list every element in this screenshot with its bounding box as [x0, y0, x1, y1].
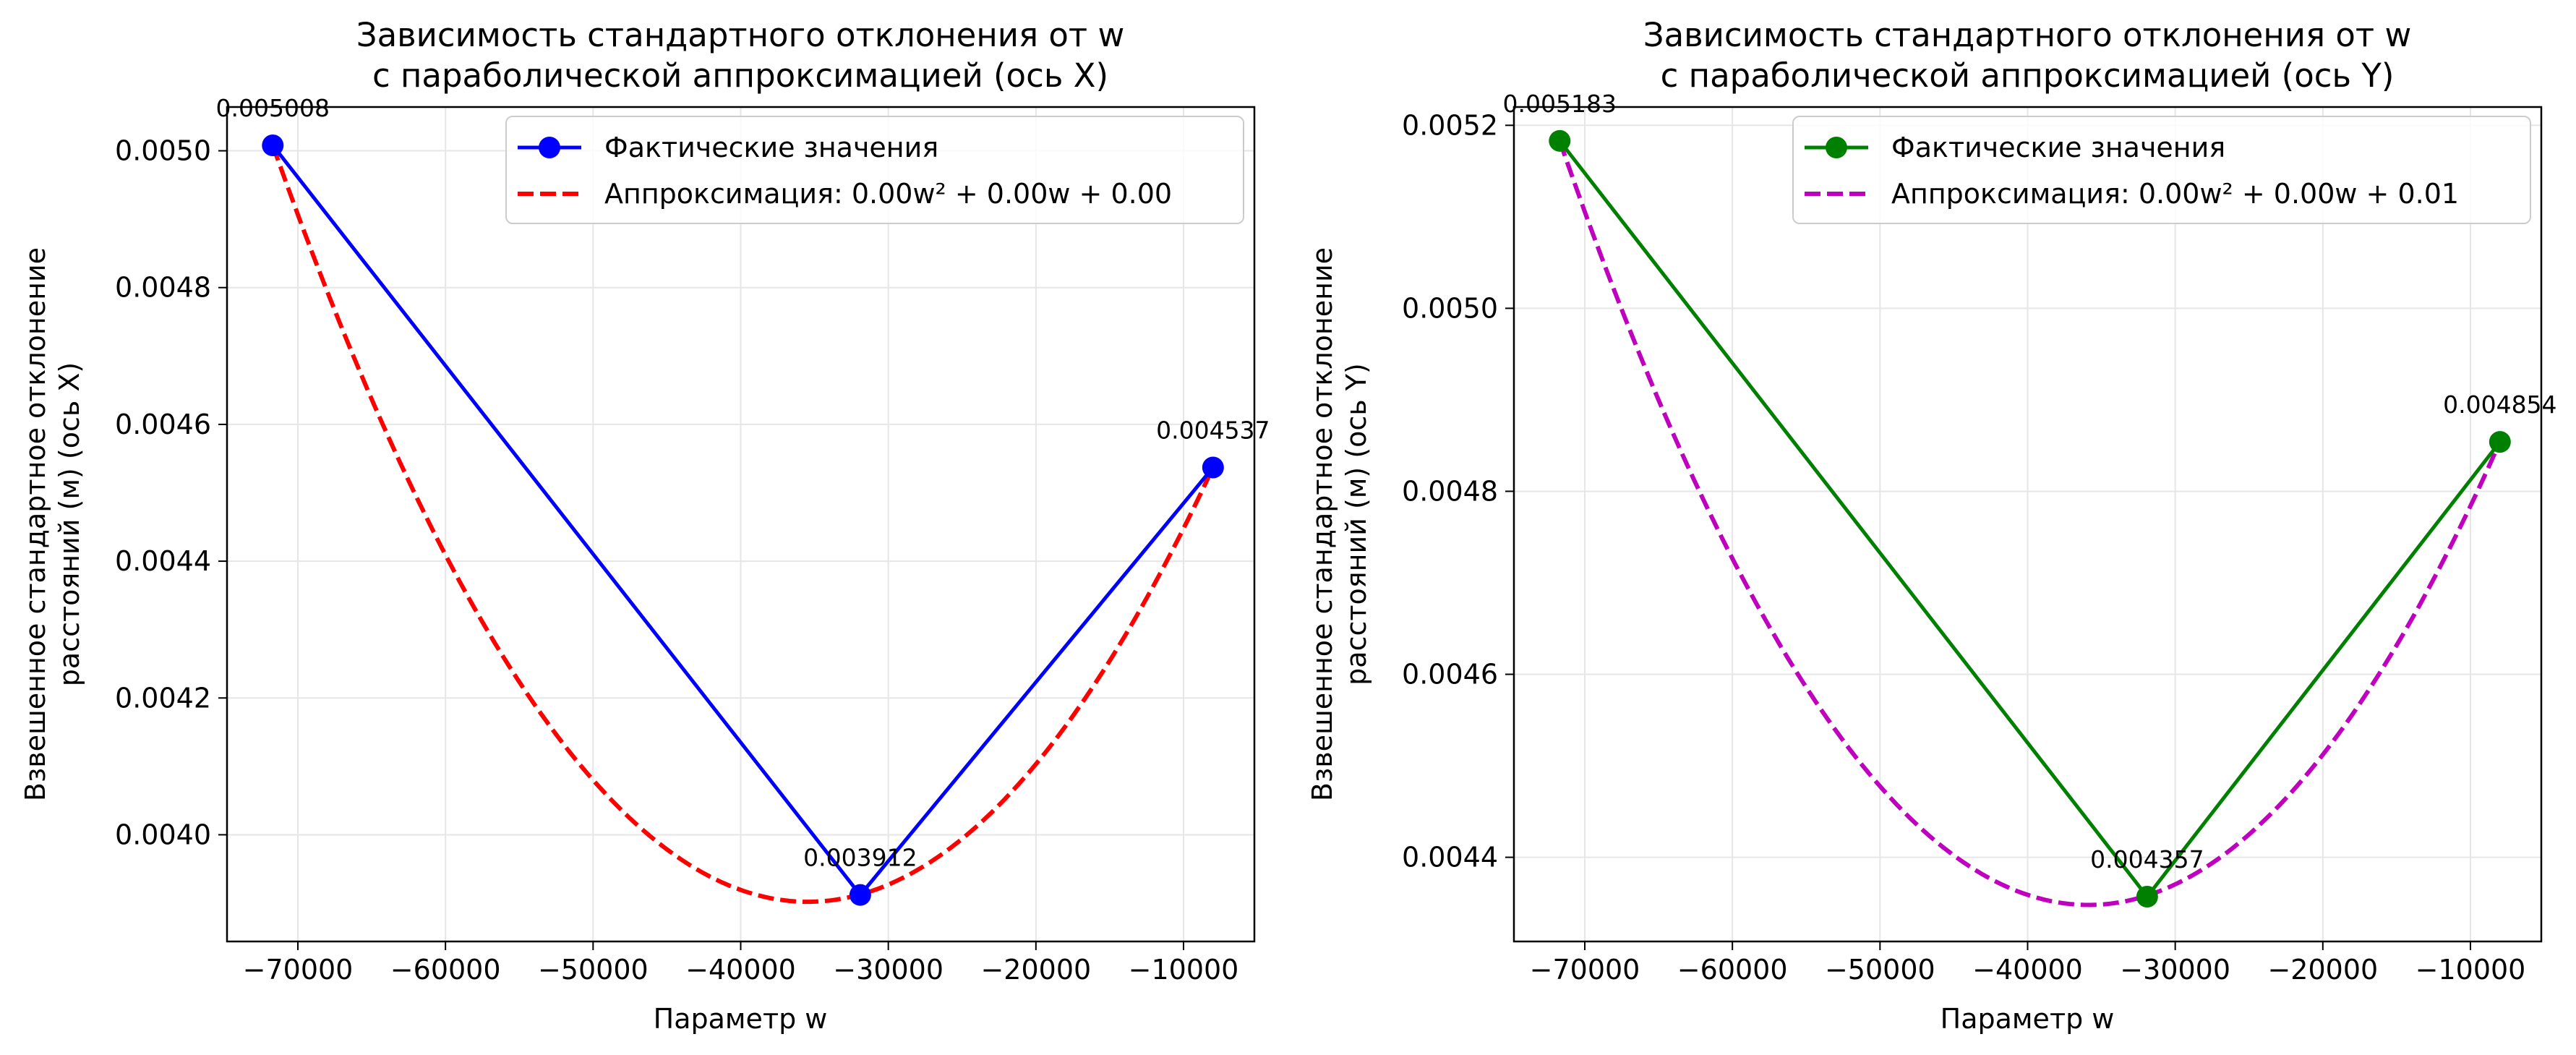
fit-curve [270, 144, 1215, 905]
x-tick-label: −30000 [2120, 954, 2230, 986]
legend: Фактические значения Аппроксимация: 0.00… [505, 116, 1244, 224]
data-label: 0.004357 [2090, 845, 2204, 874]
x-tick-label: −10000 [1129, 954, 1239, 986]
y-tick-label: 0.0050 [1402, 292, 1498, 324]
data-point [2489, 431, 2511, 453]
x-tick-label: −10000 [2415, 954, 2526, 986]
fit-curve [1557, 140, 2502, 907]
grid [1514, 107, 2541, 941]
data-point [262, 134, 284, 156]
data-label: 0.005008 [216, 94, 330, 122]
x-tick-label: −70000 [243, 954, 354, 986]
x-tick-label: −50000 [538, 954, 649, 986]
tick-layer: −70000 −60000 −50000 −40000 −30000 −20000 −100… [115, 135, 1238, 986]
y-tick-label: 0.0044 [1402, 842, 1498, 874]
y-axis-label-line2: расстояний (м) (ось Y) [1340, 363, 1372, 685]
y-tick-label: 0.0050 [115, 135, 211, 167]
data-label: 0.003912 [803, 844, 917, 872]
x-axis-label: Параметр w [654, 1003, 828, 1035]
legend-actual-label: Фактические значения [1891, 132, 2225, 163]
y-tick-label: 0.0046 [1402, 659, 1498, 691]
data-label-layer: 0.005183 0.004357 0.004854 [1503, 90, 2557, 874]
legend-actual-marker [539, 137, 560, 158]
x-axis-label: Параметр w [1940, 1003, 2115, 1035]
data-label: 0.005183 [1503, 90, 1617, 118]
x-tick-label: −40000 [685, 954, 796, 986]
legend-frame [1792, 116, 2531, 224]
data-point [1549, 129, 1571, 152]
y-tick-label: 0.0048 [115, 272, 211, 304]
data-label: 0.004854 [2443, 390, 2556, 419]
y-axis-label-line1: Взвешенное стандартное отклонение [1306, 247, 1338, 801]
legend-actual-label: Фактические значения [604, 132, 938, 163]
x-tick-label: −70000 [1530, 954, 1640, 986]
y-tick-label: 0.0042 [115, 682, 211, 714]
y-tick-label: 0.0040 [115, 819, 211, 850]
tick-layer: −70000 −60000 −50000 −40000 −30000 −20000 −100… [1402, 109, 2525, 986]
chart-title-line2: с параболической аппроксимацией (ось Y) [1661, 56, 2395, 95]
y-tick-label: 0.0048 [1402, 475, 1498, 507]
data-label-layer: 0.005008 0.003912 0.004537 [216, 94, 1270, 872]
x-tick-label: −20000 [980, 954, 1091, 986]
x-tick-label: −30000 [833, 954, 943, 986]
series-layer [262, 134, 1224, 906]
x-tick-label: −20000 [2267, 954, 2378, 986]
x-tick-label: −50000 [1825, 954, 1935, 986]
legend-fit-label: Аппроксимация: 0.00w² + 0.00w + 0.01 [1891, 178, 2459, 210]
legend-actual-marker [1826, 137, 1847, 158]
chart-title-line2: с параболической аппроксимацией (ось X) [372, 56, 1108, 95]
x-tick-label: −60000 [390, 954, 501, 986]
data-label: 0.004537 [1156, 416, 1270, 444]
x-tick-label: −40000 [1972, 954, 2083, 986]
data-point [849, 884, 871, 906]
subplot-y-axis: Зависимость стандартного отклонения от w… [1306, 16, 2557, 1035]
series-layer [1549, 129, 2511, 907]
subplot-x-axis: Зависимость стандартного отклонения от w… [20, 16, 1270, 1035]
legend: Фактические значения Аппроксимация: 0.00… [1792, 116, 2531, 224]
chart-title-line1: Зависимость стандартного отклонения от w [1643, 16, 2412, 54]
legend-frame [505, 116, 1244, 224]
y-axis-label-line2: расстояний (м) (ось X) [54, 362, 85, 686]
data-point [1202, 456, 1224, 479]
y-tick-label: 0.0052 [1402, 109, 1498, 141]
y-axis-label-line1: Взвешенное стандартное отклонение [20, 247, 51, 801]
y-tick-label: 0.0044 [115, 545, 211, 577]
x-tick-label: −60000 [1677, 954, 1788, 986]
y-tick-label: 0.0046 [115, 409, 211, 440]
chart-title-line1: Зависимость стандартного отклонения от w [356, 16, 1125, 54]
legend-fit-label: Аппроксимация: 0.00w² + 0.00w + 0.00 [604, 178, 1172, 210]
data-point [2136, 885, 2158, 907]
